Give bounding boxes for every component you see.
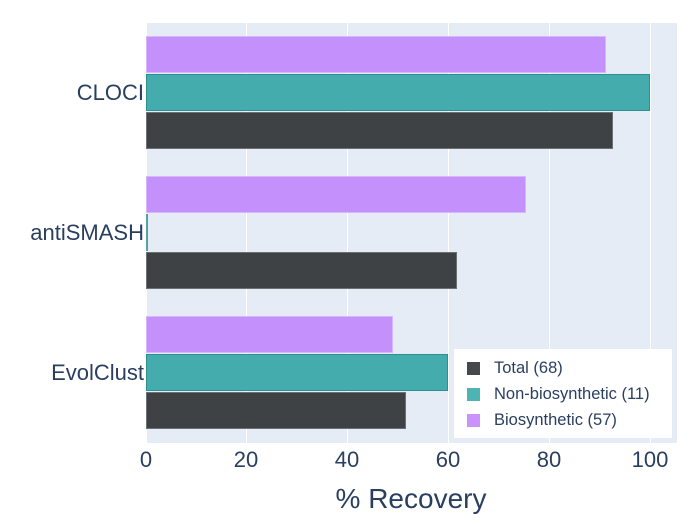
gridline-100 [650, 23, 651, 443]
legend-swatch-total-icon [467, 361, 480, 375]
gridline-80 [549, 23, 550, 443]
gridline-20 [246, 23, 247, 443]
bar-antismash-non-biosynthetic[interactable] [146, 214, 148, 251]
category-label-evolclust: EvolClust [51, 360, 144, 385]
bar-evolclust-non-biosynthetic[interactable] [146, 354, 449, 391]
bar-cloci-total[interactable] [146, 112, 613, 149]
bar-cloci-non-biosynthetic[interactable] [146, 74, 650, 111]
bar-evolclust-total[interactable] [146, 392, 406, 429]
legend-item-non-biosynthetic[interactable]: Non-biosynthetic (11) [467, 383, 650, 405]
legend-label-total: Total (68) [494, 358, 563, 377]
x-tick-100: 100 [631, 447, 669, 472]
legend-swatch-biosynthetic-icon [467, 413, 480, 427]
bar-cloci-biosynthetic[interactable] [146, 36, 606, 73]
legend-label-biosynthetic: Biosynthetic (57) [494, 410, 617, 429]
x-tick-40: 40 [334, 447, 360, 472]
bar-antismash-biosynthetic[interactable] [146, 176, 527, 213]
legend-label-non-biosynthetic: Non-biosynthetic (11) [494, 384, 650, 403]
x-tick-0: 0 [139, 447, 153, 472]
x-axis-title: % Recovery [335, 483, 487, 514]
gridline-60 [448, 23, 449, 443]
plot-area [146, 23, 677, 443]
category-label-cloci: CLOCI [76, 80, 144, 105]
legend-item-total[interactable]: Total (68) [467, 357, 563, 379]
x-tick-60: 60 [435, 447, 461, 472]
legend: Total (68) Non-biosynthetic (11) Biosynt… [454, 349, 672, 438]
bar-antismash-total[interactable] [146, 252, 458, 289]
category-label-antismash: antiSMASH [30, 220, 144, 245]
bar-evolclust-biosynthetic[interactable] [146, 316, 394, 353]
legend-swatch-non-biosynthetic-icon [467, 387, 480, 401]
gridline-40 [347, 23, 348, 443]
x-tick-80: 80 [536, 447, 562, 472]
legend-item-biosynthetic[interactable]: Biosynthetic (57) [467, 409, 617, 431]
x-tick-20: 20 [233, 447, 259, 472]
